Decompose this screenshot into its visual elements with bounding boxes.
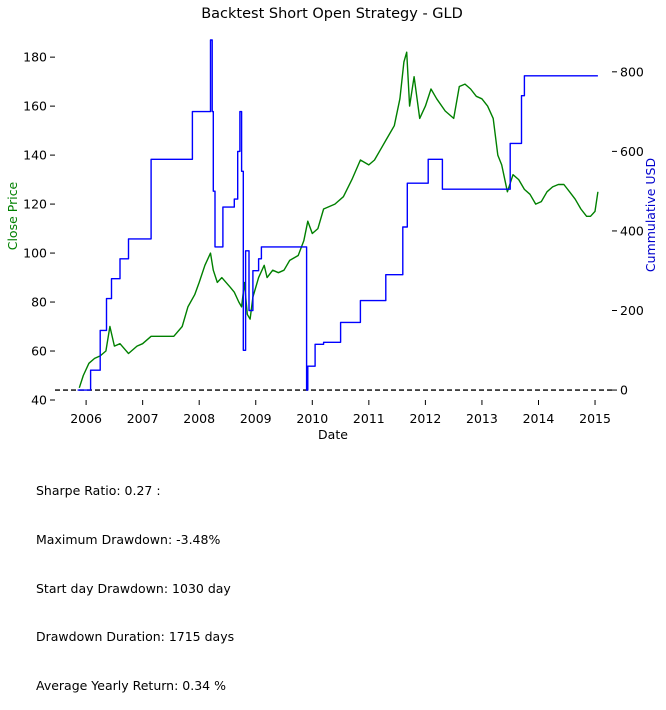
x-tick-label: 2014 [523,411,555,426]
left-y-tick-label: 100 [23,246,47,261]
max-drawdown-text: Maximum Drawdown: -3.48% [36,532,221,548]
right-y-tick-label: 200 [620,303,644,318]
left-y-tick-label: 40 [31,393,47,408]
x-tick-label: 2013 [466,411,498,426]
x-axis-label: Date [318,427,348,442]
cumulative-usd-line [77,39,598,391]
x-tick-label: 2011 [353,411,385,426]
drawdown-start-text: Start day Drawdown: 1030 day [36,580,231,596]
sharpe-ratio-text: Sharpe Ratio: 0.27 : [36,483,161,499]
right-y-tick-label: 600 [620,144,644,159]
x-tick-label: 2012 [409,411,441,426]
left-y-tick-label: 60 [31,344,47,359]
right-y-tick-label: 800 [620,64,644,79]
x-tick-label: 2008 [183,411,215,426]
x-tick-label: 2009 [240,411,272,426]
close-price-line [78,51,599,389]
backtest-stats: Sharpe Ratio: 0.27 : Maximum Drawdown: -… [36,451,234,710]
left-y-axis-label: Close Price [5,181,20,250]
right-y-tick-label: 0 [620,383,628,398]
left-y-axis-ticks: 40 60 80 100 120 140 160 180 [23,50,55,408]
right-y-axis-ticks: 0 200 400 600 800 [612,64,644,398]
x-axis-ticks: 2006 2007 2008 2009 2010 2011 2012 2013 2014 2015 [70,400,611,426]
chart-figure: Backtest Short Open Strategy - GLD 2006 2… [5,6,658,442]
x-tick-label: 2015 [579,411,611,426]
avg-yearly-return-text: Average Yearly Return: 0.34 % [36,677,226,693]
left-y-tick-label: 80 [31,295,47,310]
x-tick-label: 2006 [70,411,102,426]
drawdown-duration-text: Drawdown Duration: 1715 days [36,629,235,645]
left-y-tick-label: 140 [23,148,47,163]
left-y-tick-label: 120 [23,197,47,212]
chart-title: Backtest Short Open Strategy - GLD [201,6,463,22]
series-layer [77,39,599,391]
x-tick-label: 2007 [127,411,159,426]
right-y-tick-label: 400 [620,223,644,238]
left-y-tick-label: 160 [23,99,47,114]
x-tick-label: 2010 [296,411,328,426]
right-y-axis-label: Cummulative USD [643,158,658,272]
left-y-tick-label: 180 [23,50,47,65]
